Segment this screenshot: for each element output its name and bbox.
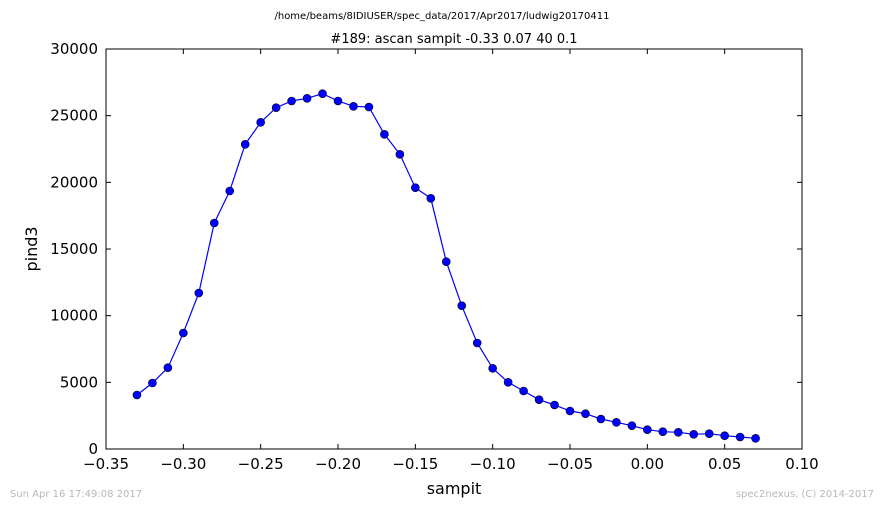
y-tick: 25000 — [50, 107, 802, 125]
data-point — [534, 395, 544, 404]
series-line — [136, 93, 756, 439]
y-tick-label: 15000 — [50, 240, 98, 258]
data-point — [720, 431, 729, 440]
data-point — [643, 425, 652, 434]
x-tick: −0.30 — [160, 49, 206, 473]
data-point — [596, 414, 606, 424]
data-point — [209, 218, 219, 228]
data-point — [457, 301, 467, 310]
x-tick-label: −0.25 — [238, 455, 284, 473]
x-tick: −0.20 — [315, 49, 361, 473]
data-point — [581, 409, 590, 418]
data-point — [333, 96, 343, 106]
x-tick: −0.25 — [238, 49, 284, 473]
x-tick-label: −0.05 — [547, 455, 593, 473]
y-tick-label: 5000 — [60, 373, 98, 391]
chart-title: #189: ascan sampit -0.33 0.07 40 0.1 — [330, 32, 577, 47]
data-point — [441, 257, 451, 266]
x-tick: −0.05 — [547, 49, 593, 473]
y-tick-label: 30000 — [50, 40, 98, 58]
y-tick: 20000 — [50, 173, 802, 191]
x-tick-label: −0.10 — [470, 455, 516, 473]
x-axis-label: sampit — [427, 479, 482, 498]
data-points — [132, 89, 760, 443]
x-tick: 0.00 — [631, 49, 664, 473]
data-point — [148, 378, 157, 388]
data-point — [411, 183, 420, 192]
y-tick-label: 20000 — [50, 173, 98, 191]
data-point — [256, 118, 265, 127]
x-tick-label: 0.00 — [631, 455, 664, 473]
y-tick-label: 0 — [88, 440, 98, 458]
data-point — [380, 130, 389, 139]
y-tick: 10000 — [50, 307, 802, 325]
data-point — [240, 140, 250, 149]
data-point — [349, 102, 358, 111]
data-point — [163, 363, 173, 372]
y-axis-label: pind3 — [22, 226, 41, 271]
x-tick-label: −0.20 — [315, 455, 361, 473]
timestamp-footer: Sun Apr 16 17:49:08 2017 — [10, 489, 143, 500]
y-tick-label: 25000 — [50, 107, 98, 125]
data-point — [179, 328, 188, 338]
file-path-title: /home/beams/8IDIUSER/spec_data/2017/Apr2… — [274, 11, 609, 22]
x-tick-label: −0.30 — [160, 455, 206, 473]
x-tick: −0.15 — [392, 49, 438, 473]
data-point — [519, 386, 528, 396]
data-point — [318, 89, 327, 98]
data-point — [658, 427, 668, 436]
data-point — [194, 288, 204, 298]
data-point — [627, 421, 637, 430]
x-tick: 0.05 — [708, 49, 741, 473]
x-tick-label: −0.35 — [83, 455, 129, 473]
y-tick: 15000 — [50, 240, 802, 258]
y-axis-ticks: 0 5000 10000 15000 20000 25000 30000 — [50, 40, 802, 458]
data-point — [565, 406, 575, 416]
data-point — [132, 390, 142, 400]
data-point — [225, 186, 235, 196]
data-point — [550, 400, 559, 410]
credit-footer: spec2nexus, (C) 2014-2017 — [735, 489, 874, 500]
x-tick: −0.10 — [470, 49, 516, 473]
plot-area-frame — [105, 48, 803, 450]
data-point — [426, 194, 436, 203]
data-point — [271, 103, 281, 112]
data-point — [287, 96, 296, 106]
x-tick-label: −0.15 — [392, 455, 438, 473]
x-axis-ticks: −0.35 −0.30 −0.25 −0.20 −0.15 −0.10 −0.05 0.00 0… — [83, 49, 819, 473]
data-point — [689, 430, 699, 439]
y-tick: 5000 — [60, 373, 802, 391]
data-point — [488, 364, 497, 373]
x-tick-label: 0.10 — [785, 455, 818, 473]
data-point — [302, 94, 312, 103]
data-point — [751, 434, 760, 443]
data-point — [472, 338, 482, 348]
data-point — [503, 378, 513, 387]
x-tick-label: 0.05 — [708, 455, 741, 473]
data-point — [395, 150, 405, 159]
data-point — [673, 428, 683, 437]
data-point — [704, 429, 714, 438]
data-point — [735, 432, 745, 442]
data-point — [612, 418, 621, 427]
data-point — [364, 102, 374, 112]
y-tick-label: 10000 — [50, 307, 98, 325]
